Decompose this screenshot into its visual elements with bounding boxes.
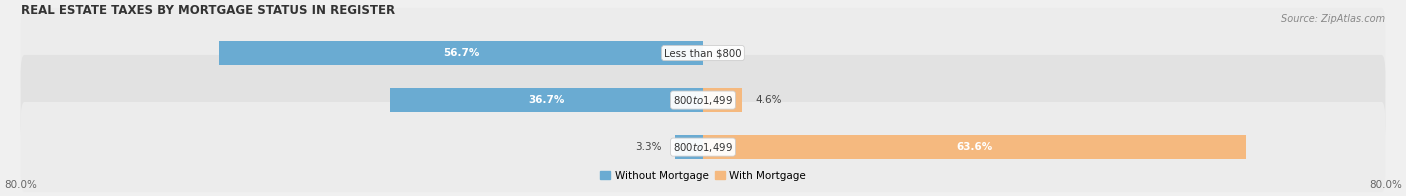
Text: 3.3%: 3.3% — [636, 142, 662, 152]
Bar — [703, 135, 1246, 159]
Text: Source: ZipAtlas.com: Source: ZipAtlas.com — [1281, 14, 1385, 24]
FancyBboxPatch shape — [21, 102, 1385, 192]
Text: $800 to $1,499: $800 to $1,499 — [673, 141, 733, 154]
Text: 4.6%: 4.6% — [755, 95, 782, 105]
FancyBboxPatch shape — [21, 8, 1385, 98]
Legend: Without Mortgage, With Mortgage: Without Mortgage, With Mortgage — [596, 167, 810, 185]
Text: 56.7%: 56.7% — [443, 48, 479, 58]
Text: Less than $800: Less than $800 — [664, 48, 742, 58]
Bar — [703, 88, 742, 112]
Text: $800 to $1,499: $800 to $1,499 — [673, 93, 733, 107]
Bar — [389, 88, 703, 112]
Text: 63.6%: 63.6% — [956, 142, 993, 152]
Text: REAL ESTATE TAXES BY MORTGAGE STATUS IN REGISTER: REAL ESTATE TAXES BY MORTGAGE STATUS IN … — [21, 4, 395, 17]
FancyBboxPatch shape — [21, 55, 1385, 145]
Text: 36.7%: 36.7% — [529, 95, 565, 105]
Bar — [219, 41, 703, 65]
Text: 0.0%: 0.0% — [716, 48, 742, 58]
Bar — [675, 135, 703, 159]
